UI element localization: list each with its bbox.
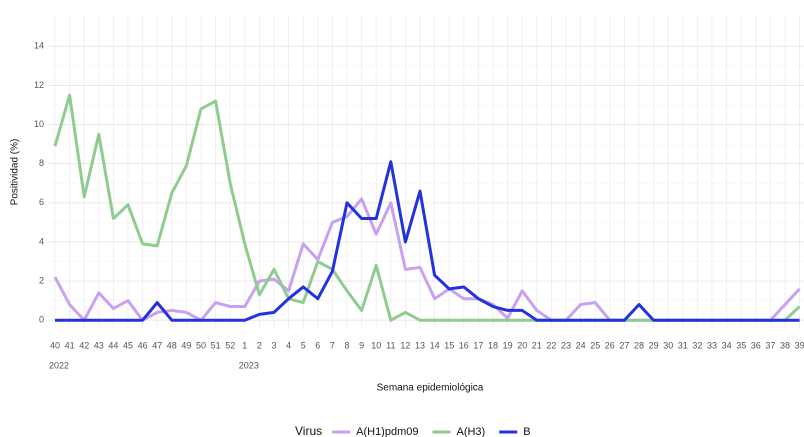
- x-tick-label: 40: [50, 340, 60, 350]
- x-tick-label: 35: [736, 340, 746, 350]
- x-tick-label: 5: [301, 340, 306, 350]
- x-tick-label: 26: [605, 340, 615, 350]
- x-tick-label: 10: [371, 340, 381, 350]
- x-tick-label: 52: [225, 340, 235, 350]
- y-tick-label: 14: [34, 41, 44, 51]
- x-tick-label: 6: [315, 340, 320, 350]
- x-tick-label: 29: [649, 340, 659, 350]
- x-tick-label: 21: [532, 340, 542, 350]
- x-tick-label: 17: [473, 340, 483, 350]
- x-tick-label: 23: [561, 340, 571, 350]
- legend-title: Virus: [295, 424, 322, 437]
- y-tick-label: 2: [39, 275, 44, 285]
- x-tick-label: 48: [167, 340, 177, 350]
- x-tick-label: 41: [65, 340, 75, 350]
- x-tick-label: 50: [196, 340, 206, 350]
- legend-label: A(H3): [456, 426, 485, 437]
- x-tick-label: 45: [123, 340, 133, 350]
- x-tick-label: 20: [517, 340, 527, 350]
- x-tick-label: 24: [576, 340, 586, 350]
- x-tick-label: 47: [152, 340, 162, 350]
- series-line: [55, 160, 800, 322]
- x-tick-label: 8: [344, 340, 349, 350]
- x-tick-label: 16: [459, 340, 469, 350]
- x-axis-title: Semana epidemiológica: [377, 383, 484, 394]
- legend-label: A(H1)pdm09: [356, 426, 418, 437]
- x-tick-label: 19: [503, 340, 513, 350]
- y-tick-label: 12: [34, 80, 44, 90]
- x-tick-label: 25: [590, 340, 600, 350]
- x-tick-label: 34: [722, 340, 732, 350]
- x-tick-label: 2: [257, 340, 262, 350]
- y-tick-label: 8: [39, 158, 44, 168]
- x-tick-label: 43: [94, 340, 104, 350]
- x-tick-label: 14: [430, 340, 440, 350]
- year-label: 2022: [49, 360, 69, 370]
- year-label: 2023: [239, 360, 259, 370]
- x-tick-label: 15: [444, 340, 454, 350]
- x-tick-label: 46: [138, 340, 148, 350]
- x-tick-label: 18: [488, 340, 498, 350]
- x-tick-label: 11: [386, 340, 395, 350]
- x-tick-label: 42: [79, 340, 89, 350]
- x-tick-label: 12: [400, 340, 410, 350]
- y-tick-label: 0: [39, 315, 44, 325]
- x-tick-label: 22: [546, 340, 556, 350]
- y-axis-title: Positividad (%): [10, 139, 21, 206]
- y-tick-label: 4: [39, 236, 44, 246]
- x-tick-label: 49: [181, 340, 191, 350]
- x-tick-label: 1: [242, 340, 247, 350]
- x-tick-label: 7: [330, 340, 335, 350]
- x-tick-label: 33: [707, 340, 717, 350]
- x-tick-label: 27: [619, 340, 629, 350]
- legend-label: B: [523, 426, 530, 437]
- x-tick-label: 4: [286, 340, 291, 350]
- x-tick-label: 36: [751, 340, 761, 350]
- x-tick-label: 44: [108, 340, 118, 350]
- x-tick-label: 13: [415, 340, 425, 350]
- x-tick-label: 39: [795, 340, 804, 350]
- x-tick-label: 51: [211, 340, 221, 350]
- x-tick-label: 37: [765, 340, 775, 350]
- x-tick-label: 31: [678, 340, 688, 350]
- y-tick-label: 10: [34, 119, 44, 129]
- x-tick-label: 9: [359, 340, 364, 350]
- x-tick-label: 28: [634, 340, 644, 350]
- y-tick-label: 6: [39, 197, 44, 207]
- x-tick-label: 38: [780, 340, 790, 350]
- x-tick-label: 32: [692, 340, 702, 350]
- x-tick-label: 30: [663, 340, 673, 350]
- x-tick-label: 3: [271, 340, 276, 350]
